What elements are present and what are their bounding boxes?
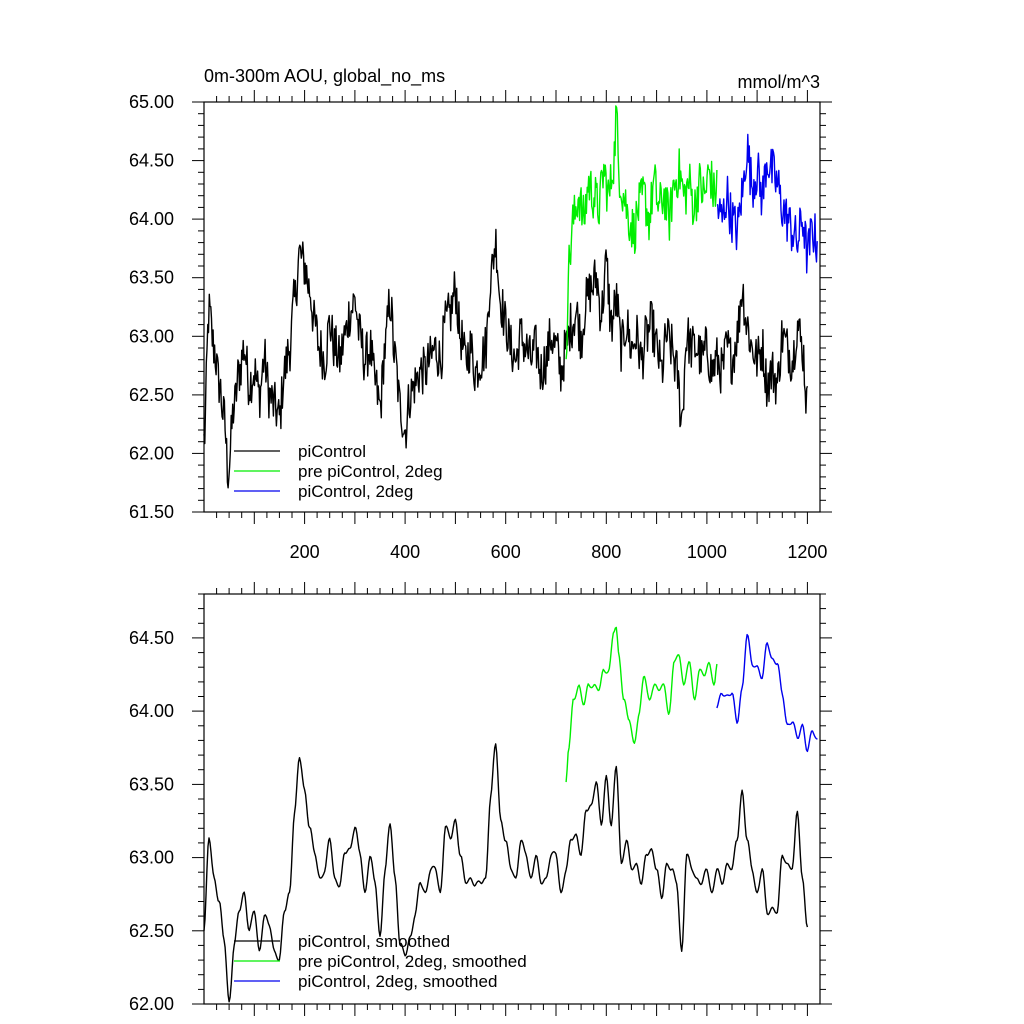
y-tick-label: 63.50: [129, 268, 174, 288]
y-tick-label: 64.00: [129, 209, 174, 229]
y-tick-label: 63.50: [129, 774, 174, 794]
y-tick-label: 61.50: [129, 502, 174, 522]
series-line-blue: [716, 133, 818, 274]
x-tick-label: 1000: [687, 542, 727, 562]
y-tick-label: 62.50: [129, 921, 174, 941]
legend-label: piControl, 2deg, smoothed: [298, 972, 497, 991]
legend-label: piControl, 2deg: [298, 482, 413, 501]
series-line-green: [565, 105, 718, 360]
series-layer: [203, 626, 818, 1003]
series-layer: [203, 105, 818, 489]
top-panel: 0m-300m AOU, global_no_ms mmol/m^3 61.50…: [129, 66, 832, 562]
series-line-blue: [716, 633, 818, 753]
legend: piControl pre piControl, 2deg piControl,…: [234, 442, 443, 501]
series-line-green: [565, 626, 718, 783]
y-tick-label: 64.50: [129, 151, 174, 171]
bottom-panel: 62.00 62.50 63.00 63.50 64.00 64.50 piCo…: [129, 582, 832, 1016]
chart-title: 0m-300m AOU, global_no_ms: [204, 66, 445, 87]
x-tick-label: 600: [491, 542, 521, 562]
y-tick-label: 65.00: [129, 92, 174, 112]
minor-ticks: [192, 582, 832, 1016]
y-tick-label: 63.00: [129, 326, 174, 346]
y-tick-label: 62.00: [129, 994, 174, 1014]
legend-label: piControl, smoothed: [298, 932, 450, 951]
minor-ticks: [192, 90, 832, 524]
legend-label: pre piControl, 2deg, smoothed: [298, 952, 527, 971]
x-tick-label: 400: [390, 542, 420, 562]
series-line-black: [203, 228, 809, 489]
legend-label: piControl: [298, 442, 366, 461]
legend: piControl, smoothed pre piControl, 2deg,…: [234, 932, 527, 991]
y-tick-label: 64.00: [129, 701, 174, 721]
x-tick-label: 200: [290, 542, 320, 562]
plot-frame: [203, 101, 821, 513]
units-label: mmol/m^3: [738, 72, 820, 92]
y-tick-label: 62.50: [129, 385, 174, 405]
x-tick-label: 1200: [787, 542, 827, 562]
series-line-black: [203, 743, 809, 1003]
y-tick-label: 63.00: [129, 848, 174, 868]
x-tick-label: 800: [591, 542, 621, 562]
y-tick-label: 64.50: [129, 628, 174, 648]
y-tick-label: 62.00: [129, 443, 174, 463]
legend-label: pre piControl, 2deg: [298, 462, 443, 481]
